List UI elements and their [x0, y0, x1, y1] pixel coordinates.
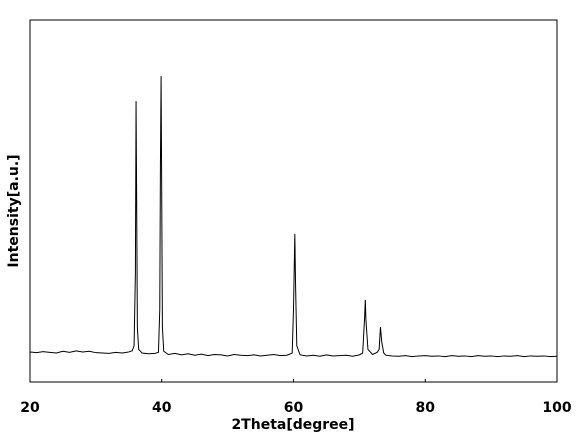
x-tick-label: 20	[20, 400, 40, 416]
x-tick-label: 40	[152, 400, 172, 416]
x-tick-label: 100	[542, 400, 571, 416]
xrd-line	[29, 76, 558, 358]
x-tick-label: 80	[416, 400, 436, 416]
y-axis-label: Intensity[a.u.]	[6, 154, 22, 267]
x-axis-label: 2Theta[degree]	[231, 417, 354, 433]
x-tick-label: 60	[284, 400, 304, 416]
plot-frame	[29, 19, 558, 383]
